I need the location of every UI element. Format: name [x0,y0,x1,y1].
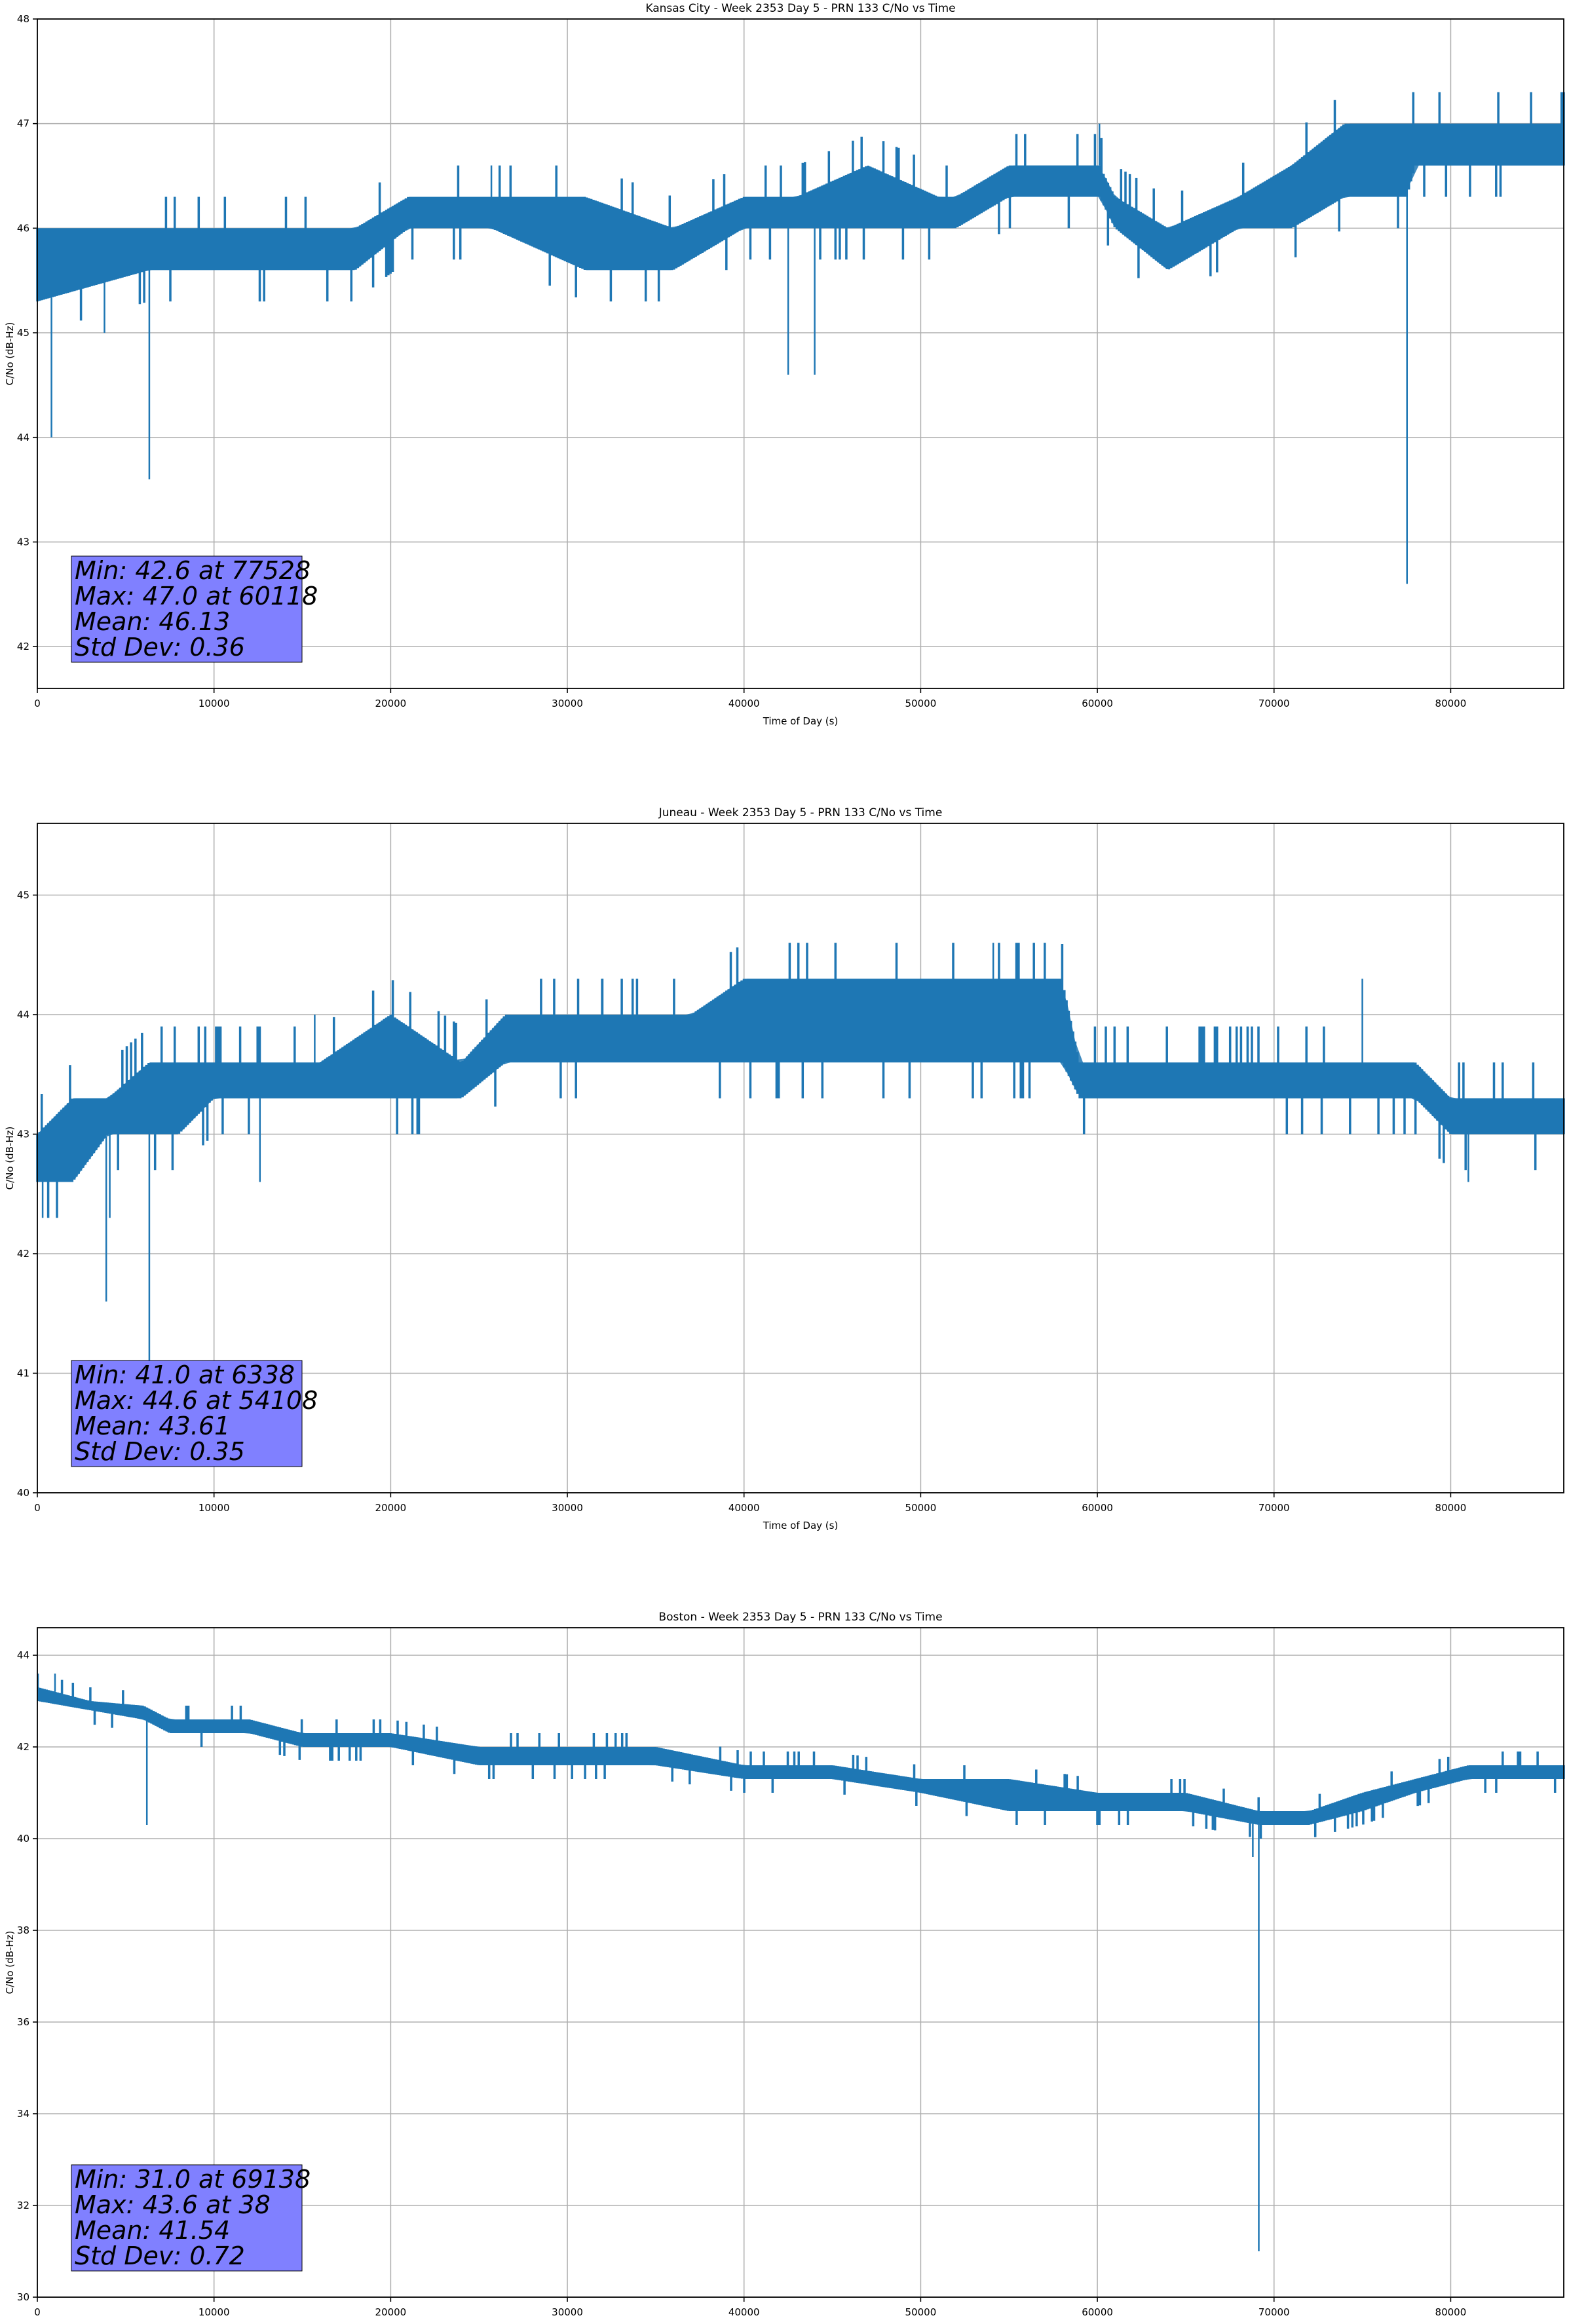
stats-line: Min: 42.6 at 77528 [75,556,311,585]
y-tick-label: 47 [17,118,29,130]
series-core [37,979,1564,1182]
y-tick-label: 45 [17,327,29,339]
stats-line: Min: 31.0 at 69138 [75,2165,311,2194]
y-tick-label: 41 [17,1368,29,1379]
axes-frame [37,1627,1564,2298]
series-core [38,1687,1564,1825]
x-axis-label: Time of Day (s) [763,1520,839,1531]
x-tick-label: 40000 [728,2306,760,2318]
x-tick-label: 70000 [1258,1502,1290,1514]
y-tick-label: 44 [17,432,29,443]
stats-line: Max: 43.6 at 38 [75,2190,271,2219]
chart-panel-3: 0 10000 20000 30000 40000 50000 60000 70000 8000… [4,1611,1565,2318]
y-tick-label: 46 [17,222,29,234]
x-tick-label: 60000 [1082,698,1113,709]
series-core [37,123,1564,302]
stats-line: Std Dev: 0.72 [75,2241,245,2270]
x-tick-label: 70000 [1258,2306,1290,2318]
stats-line: Min: 41.0 at 6338 [75,1360,295,1389]
x-tick-label: 70000 [1258,698,1290,709]
y-tick-label: 40 [17,1487,29,1499]
stats-line: Std Dev: 0.36 [75,633,245,662]
x-tick-label: 0 [34,1502,41,1514]
y-tick-label: 38 [17,1924,29,1936]
x-tick-label: 50000 [905,698,937,709]
y-axis-label: C/No (dB-Hz) [4,1127,16,1190]
x-tick-label: 30000 [552,698,583,709]
stats-box [71,1360,303,1467]
x-tick-label: 80000 [1435,2306,1467,2318]
axes-frame [37,823,1564,1493]
x-tick-label: 10000 [198,1502,230,1514]
x-tick-label: 10000 [198,698,230,709]
y-tick-label: 34 [17,2108,29,2120]
stats-line: Mean: 41.54 [75,2216,230,2245]
x-tick-label: 20000 [375,1502,406,1514]
y-tick-label: 42 [17,641,29,652]
chart-title: Juneau - Week 2353 Day 5 - PRN 133 C/No … [658,806,943,819]
stats-line: Max: 44.6 at 54108 [75,1386,318,1415]
y-tick-label: 43 [17,1129,29,1140]
stats-line: Mean: 46.13 [75,607,230,636]
stats-line: Max: 47.0 at 60118 [75,582,318,610]
y-axis-label: C/No (dB-Hz) [4,322,16,386]
x-tick-label: 80000 [1435,1502,1467,1514]
stats-box [71,555,303,663]
y-tick-label: 40 [17,1833,29,1845]
x-tick-label: 20000 [375,2306,406,2318]
y-tick-label: 42 [17,1741,29,1753]
chart-panel-1: 0 10000 20000 30000 40000 50000 60000 70000 8000… [4,2,1565,727]
stats-line: Mean: 43.61 [75,1412,230,1440]
y-tick-label: 45 [17,890,29,901]
y-tick-label: 36 [17,2016,29,2028]
y-tick-label: 48 [17,13,29,25]
x-tick-label: 60000 [1082,2306,1113,2318]
x-tick-label: 40000 [728,698,760,709]
y-tick-label: 32 [17,2200,29,2211]
x-tick-label: 60000 [1082,1502,1113,1514]
axes-frame [37,18,1564,689]
y-axis-label: C/No (dB-Hz) [4,1931,16,1995]
x-tick-label: 80000 [1435,698,1467,709]
chart-panel-2: 0 10000 20000 30000 40000 50000 60000 70000 8000… [4,806,1565,1531]
x-tick-label: 10000 [198,2306,230,2318]
stats-box [71,2164,303,2272]
x-tick-label: 0 [34,698,41,709]
y-tick-label: 44 [17,1009,29,1021]
x-tick-label: 30000 [552,1502,583,1514]
stats-line: Std Dev: 0.35 [75,1437,245,1466]
y-tick-label: 44 [17,1649,29,1661]
x-axis-label: Time of Day (s) [763,715,839,727]
y-tick-label: 42 [17,1248,29,1260]
x-tick-label: 20000 [375,698,406,709]
x-tick-label: 50000 [905,1502,937,1514]
x-tick-label: 0 [34,2306,41,2318]
chart-title: Boston - Week 2353 Day 5 - PRN 133 C/No … [658,1611,942,1624]
x-tick-label: 50000 [905,2306,937,2318]
y-tick-label: 30 [17,2291,29,2303]
chart-title: Kansas City - Week 2353 Day 5 - PRN 133 … [645,2,955,15]
x-tick-label: 40000 [728,1502,760,1514]
y-tick-label: 43 [17,536,29,548]
x-tick-label: 30000 [552,2306,583,2318]
